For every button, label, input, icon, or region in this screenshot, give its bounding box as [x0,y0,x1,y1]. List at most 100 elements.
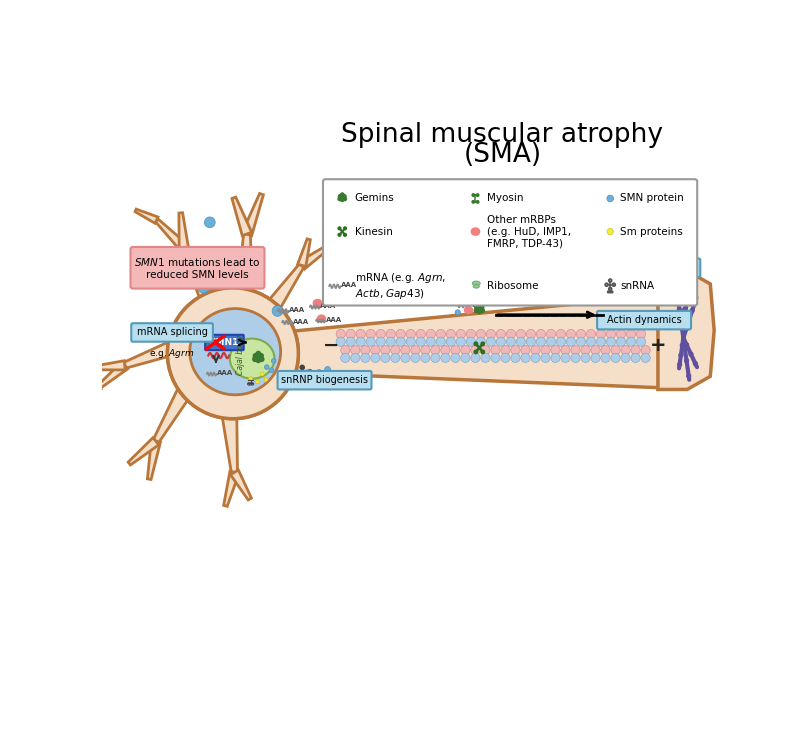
Circle shape [456,337,466,346]
Circle shape [476,194,479,196]
Circle shape [472,201,474,203]
Text: Cajal body: Cajal body [236,335,245,374]
Circle shape [607,195,614,201]
Circle shape [501,353,510,363]
Polygon shape [287,296,664,388]
Circle shape [441,345,450,355]
Polygon shape [181,246,217,307]
Circle shape [682,344,686,347]
Circle shape [551,345,560,355]
Circle shape [421,345,430,355]
Circle shape [496,337,506,346]
Circle shape [601,345,610,355]
Circle shape [669,279,672,283]
Circle shape [683,315,687,318]
Circle shape [361,353,370,363]
Circle shape [341,198,344,201]
Circle shape [541,353,550,363]
Circle shape [476,201,479,203]
Circle shape [641,345,650,355]
Circle shape [416,337,426,346]
Circle shape [381,345,390,355]
Text: Axonal transport of mRNA: Axonal transport of mRNA [448,277,575,287]
Ellipse shape [677,287,682,292]
Text: Sm proteins: Sm proteins [620,226,683,237]
Circle shape [481,350,485,353]
Circle shape [596,329,606,339]
Circle shape [551,353,560,363]
Circle shape [272,306,283,316]
Circle shape [576,329,586,339]
Circle shape [269,368,274,372]
Circle shape [676,298,680,301]
Circle shape [621,353,630,363]
Text: Local translation: Local translation [617,263,698,273]
Circle shape [259,353,263,358]
Circle shape [631,353,640,363]
Circle shape [511,353,520,363]
Ellipse shape [314,299,322,307]
Circle shape [396,329,406,339]
Circle shape [426,337,435,346]
Text: snRNP biogenesis: snRNP biogenesis [281,375,368,385]
Circle shape [401,353,410,363]
Circle shape [410,353,420,363]
Circle shape [581,345,590,355]
Circle shape [626,337,636,346]
Circle shape [541,345,550,355]
Circle shape [556,337,566,346]
Circle shape [689,353,693,356]
Circle shape [478,310,482,314]
Circle shape [253,357,258,361]
Polygon shape [270,264,304,307]
Text: −: − [322,336,339,355]
Circle shape [441,353,450,363]
Circle shape [338,227,341,230]
Circle shape [406,337,415,346]
Circle shape [478,304,482,307]
Polygon shape [298,239,310,266]
Text: a-SMN: a-SMN [601,295,630,304]
Circle shape [607,291,610,293]
Polygon shape [84,385,101,407]
Circle shape [694,299,697,303]
Circle shape [686,374,690,378]
Circle shape [461,353,470,363]
Polygon shape [230,470,251,500]
Circle shape [680,327,684,331]
Circle shape [481,342,485,345]
Circle shape [480,309,484,312]
Circle shape [636,329,646,339]
Circle shape [366,329,375,339]
Circle shape [167,288,298,419]
Circle shape [546,337,555,346]
Circle shape [446,337,455,346]
Polygon shape [658,271,714,389]
Circle shape [451,353,460,363]
Text: Myosin: Myosin [487,193,523,204]
Circle shape [350,353,360,363]
Circle shape [299,380,301,383]
Polygon shape [147,440,161,480]
Circle shape [491,353,500,363]
Circle shape [350,345,360,355]
Text: mRNA (e.g. $\it{Agrn}$,
$\it{Actb}$, $\it{Gap43}$): mRNA (e.g. $\it{Agrn}$, $\it{Actb}$, $\i… [354,272,446,301]
Polygon shape [222,410,238,472]
Circle shape [561,345,570,355]
Circle shape [690,309,694,312]
Circle shape [376,329,386,339]
Circle shape [396,337,406,346]
Circle shape [456,329,466,339]
Circle shape [256,358,261,363]
Circle shape [338,195,342,198]
Circle shape [303,380,306,383]
Circle shape [466,337,475,346]
Circle shape [596,337,606,346]
Circle shape [491,345,500,355]
FancyBboxPatch shape [130,247,265,288]
Circle shape [370,353,380,363]
Circle shape [684,327,688,331]
Circle shape [316,369,322,375]
Circle shape [682,316,686,320]
Text: Other mRBPs
(e.g. HuD, IMP1,
FMRP, TDP-43): Other mRBPs (e.g. HuD, IMP1, FMRP, TDP-4… [487,215,571,248]
